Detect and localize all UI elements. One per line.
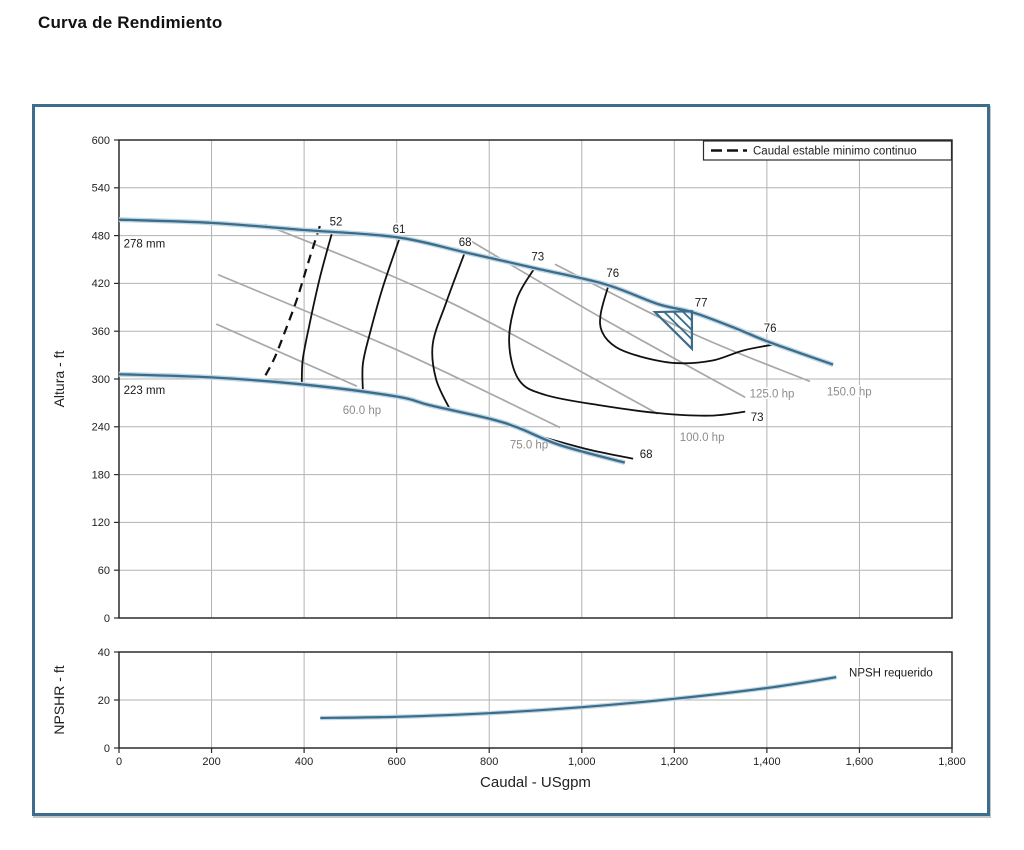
efficiency-curve-68-right — [539, 435, 634, 460]
main-y-axis-title: Altura - ft — [51, 350, 67, 407]
power-line-label: 75.0 hp — [510, 439, 548, 451]
y-tick-label: 0 — [104, 613, 110, 625]
duty-point-hatch — [682, 310, 693, 322]
duty-point-hatch — [672, 311, 693, 331]
x-tick-label: 800 — [480, 756, 498, 768]
y-tick-label: 60 — [98, 565, 110, 577]
x-tick-label: 1,000 — [568, 756, 596, 768]
efficiency-label: 68 — [640, 449, 653, 461]
main-plot-frame — [118, 139, 953, 619]
y-tick-label: 240 — [92, 422, 110, 434]
power-line — [215, 323, 358, 387]
npsh-y-axis-title: NPSHR - ft — [51, 665, 67, 734]
y-tick-label: 600 — [92, 135, 110, 147]
x-tick-label: 200 — [202, 756, 220, 768]
x-tick-label: 400 — [295, 756, 313, 768]
x-tick-label: 600 — [387, 756, 405, 768]
y-tick-label: 120 — [92, 517, 110, 529]
page-title: Curva de Rendimiento — [38, 13, 223, 32]
x-axis-title: Caudal - USgpm — [480, 774, 591, 791]
npsh-tick-label: 20 — [98, 695, 110, 707]
y-tick-label: 360 — [92, 326, 110, 338]
efficiency-curve-68 — [431, 251, 467, 410]
efficiency-label: 52 — [330, 216, 343, 228]
npsh-curve: NPSH requerido — [320, 666, 934, 721]
plot-frames — [118, 139, 953, 749]
x-tick-label: 1,400 — [753, 756, 781, 768]
power-line-label: 125.0 hp — [750, 388, 795, 400]
impeller-curve-halo — [118, 371, 626, 466]
x-tick-label: 0 — [116, 756, 122, 768]
x-tick-label: 1,800 — [938, 756, 966, 768]
efficiency-label: 77 — [695, 298, 708, 310]
efficiency-label: 76 — [606, 268, 619, 280]
efficiency-label: 61 — [393, 224, 406, 236]
y-tick-label: 300 — [92, 374, 110, 386]
efficiency-label: 73 — [751, 412, 764, 424]
y-tick-label: 180 — [92, 469, 110, 481]
min-flow-line — [261, 225, 321, 381]
power-line-label: 60.0 hp — [343, 405, 381, 417]
impeller-curves: 278 mm 223 mm — [118, 217, 834, 466]
npsh-curve-halo — [320, 674, 837, 721]
x-tick-label: 1,600 — [846, 756, 874, 768]
power-line-label: 100.0 hp — [680, 432, 725, 444]
efficiency-curves: 52 61 68 73 76 77 76 73 68 — [300, 215, 778, 462]
duty-point-marker — [652, 310, 694, 352]
x-tick-label: 1,200 — [661, 756, 689, 768]
y-tick-label: 420 — [92, 278, 110, 290]
min-continuous-flow-curve — [261, 225, 321, 381]
impeller-diameter-label: 223 mm — [124, 385, 166, 397]
npsh-plot-frame — [118, 651, 953, 749]
efficiency-curve-73 — [508, 267, 746, 417]
legend-box — [702, 140, 953, 161]
axis-ticks: 0 200 400 600 800 1,000 1,200 1,400 1,600 1,80006… — [92, 135, 966, 768]
duty-point-hatch — [663, 311, 693, 341]
npsh-curve-label: NPSH requerido — [849, 667, 933, 679]
efficiency-label: 76 — [764, 323, 777, 335]
power-line-label: 150.0 hp — [827, 387, 872, 399]
axis-titles: Altura - ft NPSHR - ft Caudal - USgpm — [51, 350, 591, 791]
impeller-curve-halo — [118, 217, 834, 368]
power-line — [217, 273, 561, 429]
npsh-tick-label: 0 — [104, 743, 110, 755]
impeller-diameter-label: 278 mm — [124, 239, 166, 251]
efficiency-curve-52 — [300, 229, 334, 384]
y-tick-label: 540 — [92, 183, 110, 195]
npsh-tick-label: 40 — [98, 647, 110, 659]
efficiency-label: 73 — [531, 251, 544, 263]
legend: Caudal estable minimo continuo — [702, 140, 953, 161]
efficiency-curve-76 — [599, 283, 778, 365]
impeller-curve-278mm — [118, 218, 834, 366]
impeller-curve-223mm — [118, 373, 626, 464]
legend-label: Caudal estable minimo continuo — [753, 146, 917, 158]
y-tick-label: 480 — [92, 230, 110, 242]
efficiency-curve-61 — [361, 236, 401, 391]
efficiency-label: 68 — [459, 237, 472, 249]
npsh-required-curve — [320, 676, 837, 720]
